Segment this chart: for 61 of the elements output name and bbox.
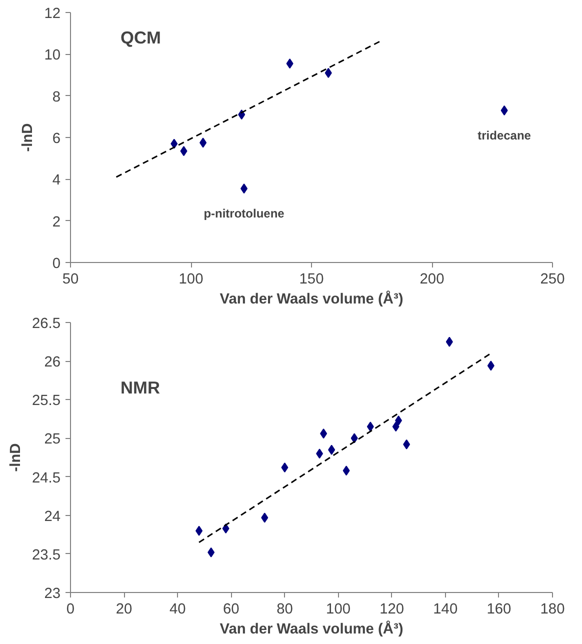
y-axis-title: -lnD [8,443,24,472]
annotation: tridecane [478,128,532,142]
x-tick-label: 140 [433,602,458,618]
y-tick-label: 23.5 [32,547,61,564]
point [366,422,374,432]
x-tick-label: 160 [486,602,512,618]
y-axis-title: -lnD [20,123,36,152]
x-tick-label: 20 [116,602,132,618]
y-tick-label: 10 [44,48,61,64]
x-tick-label: 200 [420,272,444,288]
point [200,138,207,148]
point [392,422,400,432]
x-tick-label: 60 [223,602,240,618]
y-tick-label: 6 [52,131,61,147]
y-tick-label: 4 [52,172,61,189]
y-tick-label: 0 [52,256,61,272]
point [395,415,402,426]
x-tick-label: 120 [380,602,404,618]
point [316,448,324,459]
y-tick-label: 25 [44,432,61,448]
y-tick-label: 26 [44,354,61,371]
point [222,523,230,534]
point [170,138,178,149]
x-tick-label: 150 [299,272,324,288]
point [320,428,328,439]
point [208,547,215,558]
x-tick-label: 100 [326,602,351,618]
x-tick-label: 50 [62,272,79,288]
point [180,146,188,156]
y-tick-label: 24 [44,508,61,525]
point [328,444,336,455]
x-tick-label: 0 [66,602,75,618]
x-axis-title: Van der Waals volume (Å³) [220,620,404,638]
y-tick-label: 26.5 [32,316,61,332]
x-tick-label: 100 [178,272,204,288]
point [500,105,508,116]
point [196,526,203,536]
x-axis-title: Van der Waals volume (Å³) [220,290,404,308]
point [487,360,494,371]
x-tick-label: 250 [540,272,565,288]
y-tick-label: 25.5 [32,393,61,410]
y-tick-label: 24.5 [32,470,61,486]
point [446,336,453,347]
y-tick-label: 2 [52,214,61,230]
x-tick-label: 80 [276,602,293,618]
text: QCM [120,28,161,48]
point [261,512,268,523]
point [342,466,350,476]
text: NMR [120,378,160,398]
y-tick-label: 23 [44,586,61,602]
point [403,439,410,450]
point [286,58,294,69]
annotation: p-nitrotoluene [204,206,285,221]
point [324,68,332,78]
x-tick-label: 40 [169,602,186,618]
y-tick-label: 12 [44,6,61,22]
point [240,184,248,194]
point [281,462,288,473]
point [350,433,358,444]
y-tick-label: 8 [52,89,61,106]
x-tick-label: 180 [540,602,565,618]
